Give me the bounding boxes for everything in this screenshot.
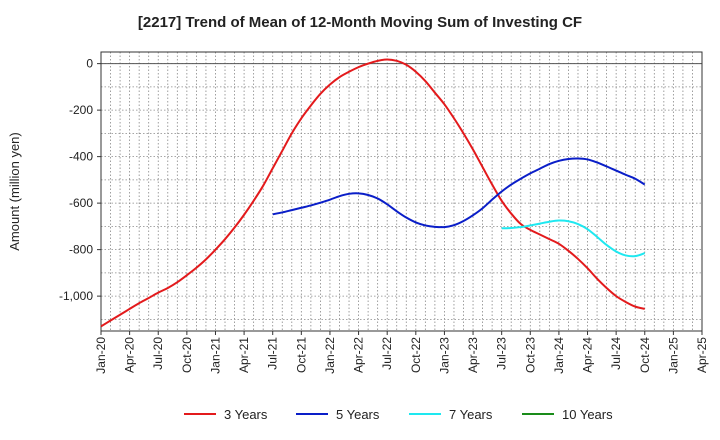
series-line-5-years (272, 157, 646, 229)
plot-frame (100, 51, 703, 332)
x-tick-label: Jan-24 (552, 337, 566, 374)
x-tick-label: Jul-23 (495, 337, 509, 370)
chart-title: [2217] Trend of Mean of 12-Month Moving … (137, 14, 583, 31)
x-tick-label: Apr-24 (581, 337, 595, 373)
legend-label: 5 Years (336, 407, 380, 422)
x-tick-label: Apr-22 (352, 337, 366, 373)
x-tick-label: Apr-23 (466, 337, 480, 373)
y-tick-label: -400 (69, 150, 93, 164)
y-tick-label: -200 (69, 103, 93, 117)
y-tick-label: -800 (69, 243, 93, 257)
x-tick-label: Jan-20 (94, 337, 108, 374)
x-tick-label: Jul-20 (151, 337, 165, 370)
x-tick-label: Oct-23 (523, 337, 537, 373)
x-tick-label: Oct-24 (638, 337, 652, 373)
x-tick-label: Jan-23 (437, 337, 451, 374)
y-tick-label: -1,000 (59, 289, 93, 303)
x-tick-label: Jan-21 (208, 337, 222, 374)
x-tick-label: Jan-25 (666, 337, 680, 374)
x-tick-label: Jul-21 (266, 337, 280, 370)
y-axis-title: Amount (million yen) (7, 132, 22, 251)
plot-area (101, 52, 702, 331)
x-tick-label: Oct-21 (294, 337, 308, 373)
series-line-3-years (100, 58, 645, 328)
y-tick-label: -600 (69, 196, 93, 210)
x-tick-label: Jul-24 (609, 337, 623, 370)
legend-label: 3 Years (224, 407, 268, 422)
legend-label: 7 Years (449, 407, 493, 422)
x-tick-label: Apr-20 (123, 337, 137, 373)
legend-label: 10 Years (562, 407, 613, 422)
series-line-7-years (501, 219, 646, 258)
x-tick-label: Apr-21 (237, 337, 251, 373)
x-tick-label: Jul-22 (380, 337, 394, 370)
x-tick-label: Oct-22 (409, 337, 423, 373)
y-tick-label: 0 (86, 57, 93, 71)
x-tick-label: Jan-22 (323, 337, 337, 374)
x-tick-label: Oct-20 (180, 337, 194, 373)
x-tick-label: Apr-25 (695, 337, 709, 373)
